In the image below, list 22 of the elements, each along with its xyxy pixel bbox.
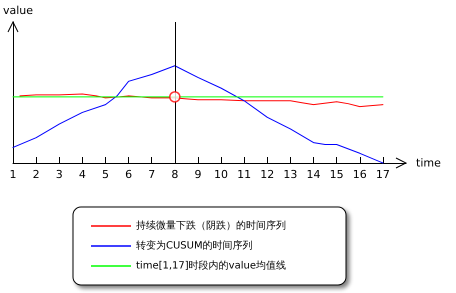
x-tick-label: 3 xyxy=(56,168,63,181)
x-tick-label: 2 xyxy=(32,168,40,181)
x-tick-label: 13 xyxy=(283,168,298,181)
x-tick-label: 5 xyxy=(102,168,109,181)
x-tick-label: 16 xyxy=(352,168,367,181)
x-tick-label: 17 xyxy=(376,168,390,181)
x-tick-label: 7 xyxy=(148,168,156,181)
y-axis-title: value xyxy=(3,4,34,17)
legend-label: 持续微量下跌（阴跌）的时间序列 xyxy=(136,220,286,232)
x-tick-label: 12 xyxy=(260,168,274,181)
x-tick-label: 15 xyxy=(330,168,344,181)
x-tick-label: 4 xyxy=(78,168,86,181)
x-tick-label: 9 xyxy=(194,168,202,181)
legend-label: 转变为CUSUM的时间序列 xyxy=(136,240,253,252)
x-tick-label: 6 xyxy=(125,168,132,181)
x-tick-label: 11 xyxy=(237,168,252,181)
x-tick-label: 14 xyxy=(306,168,321,181)
legend-label: time[1,17]时段内的value均值线 xyxy=(136,260,286,272)
x-axis-title: time xyxy=(416,156,442,170)
x-tick-label: 10 xyxy=(214,168,228,181)
x-tick-label: 8 xyxy=(171,168,178,181)
x-tick-label: 1 xyxy=(10,168,16,181)
